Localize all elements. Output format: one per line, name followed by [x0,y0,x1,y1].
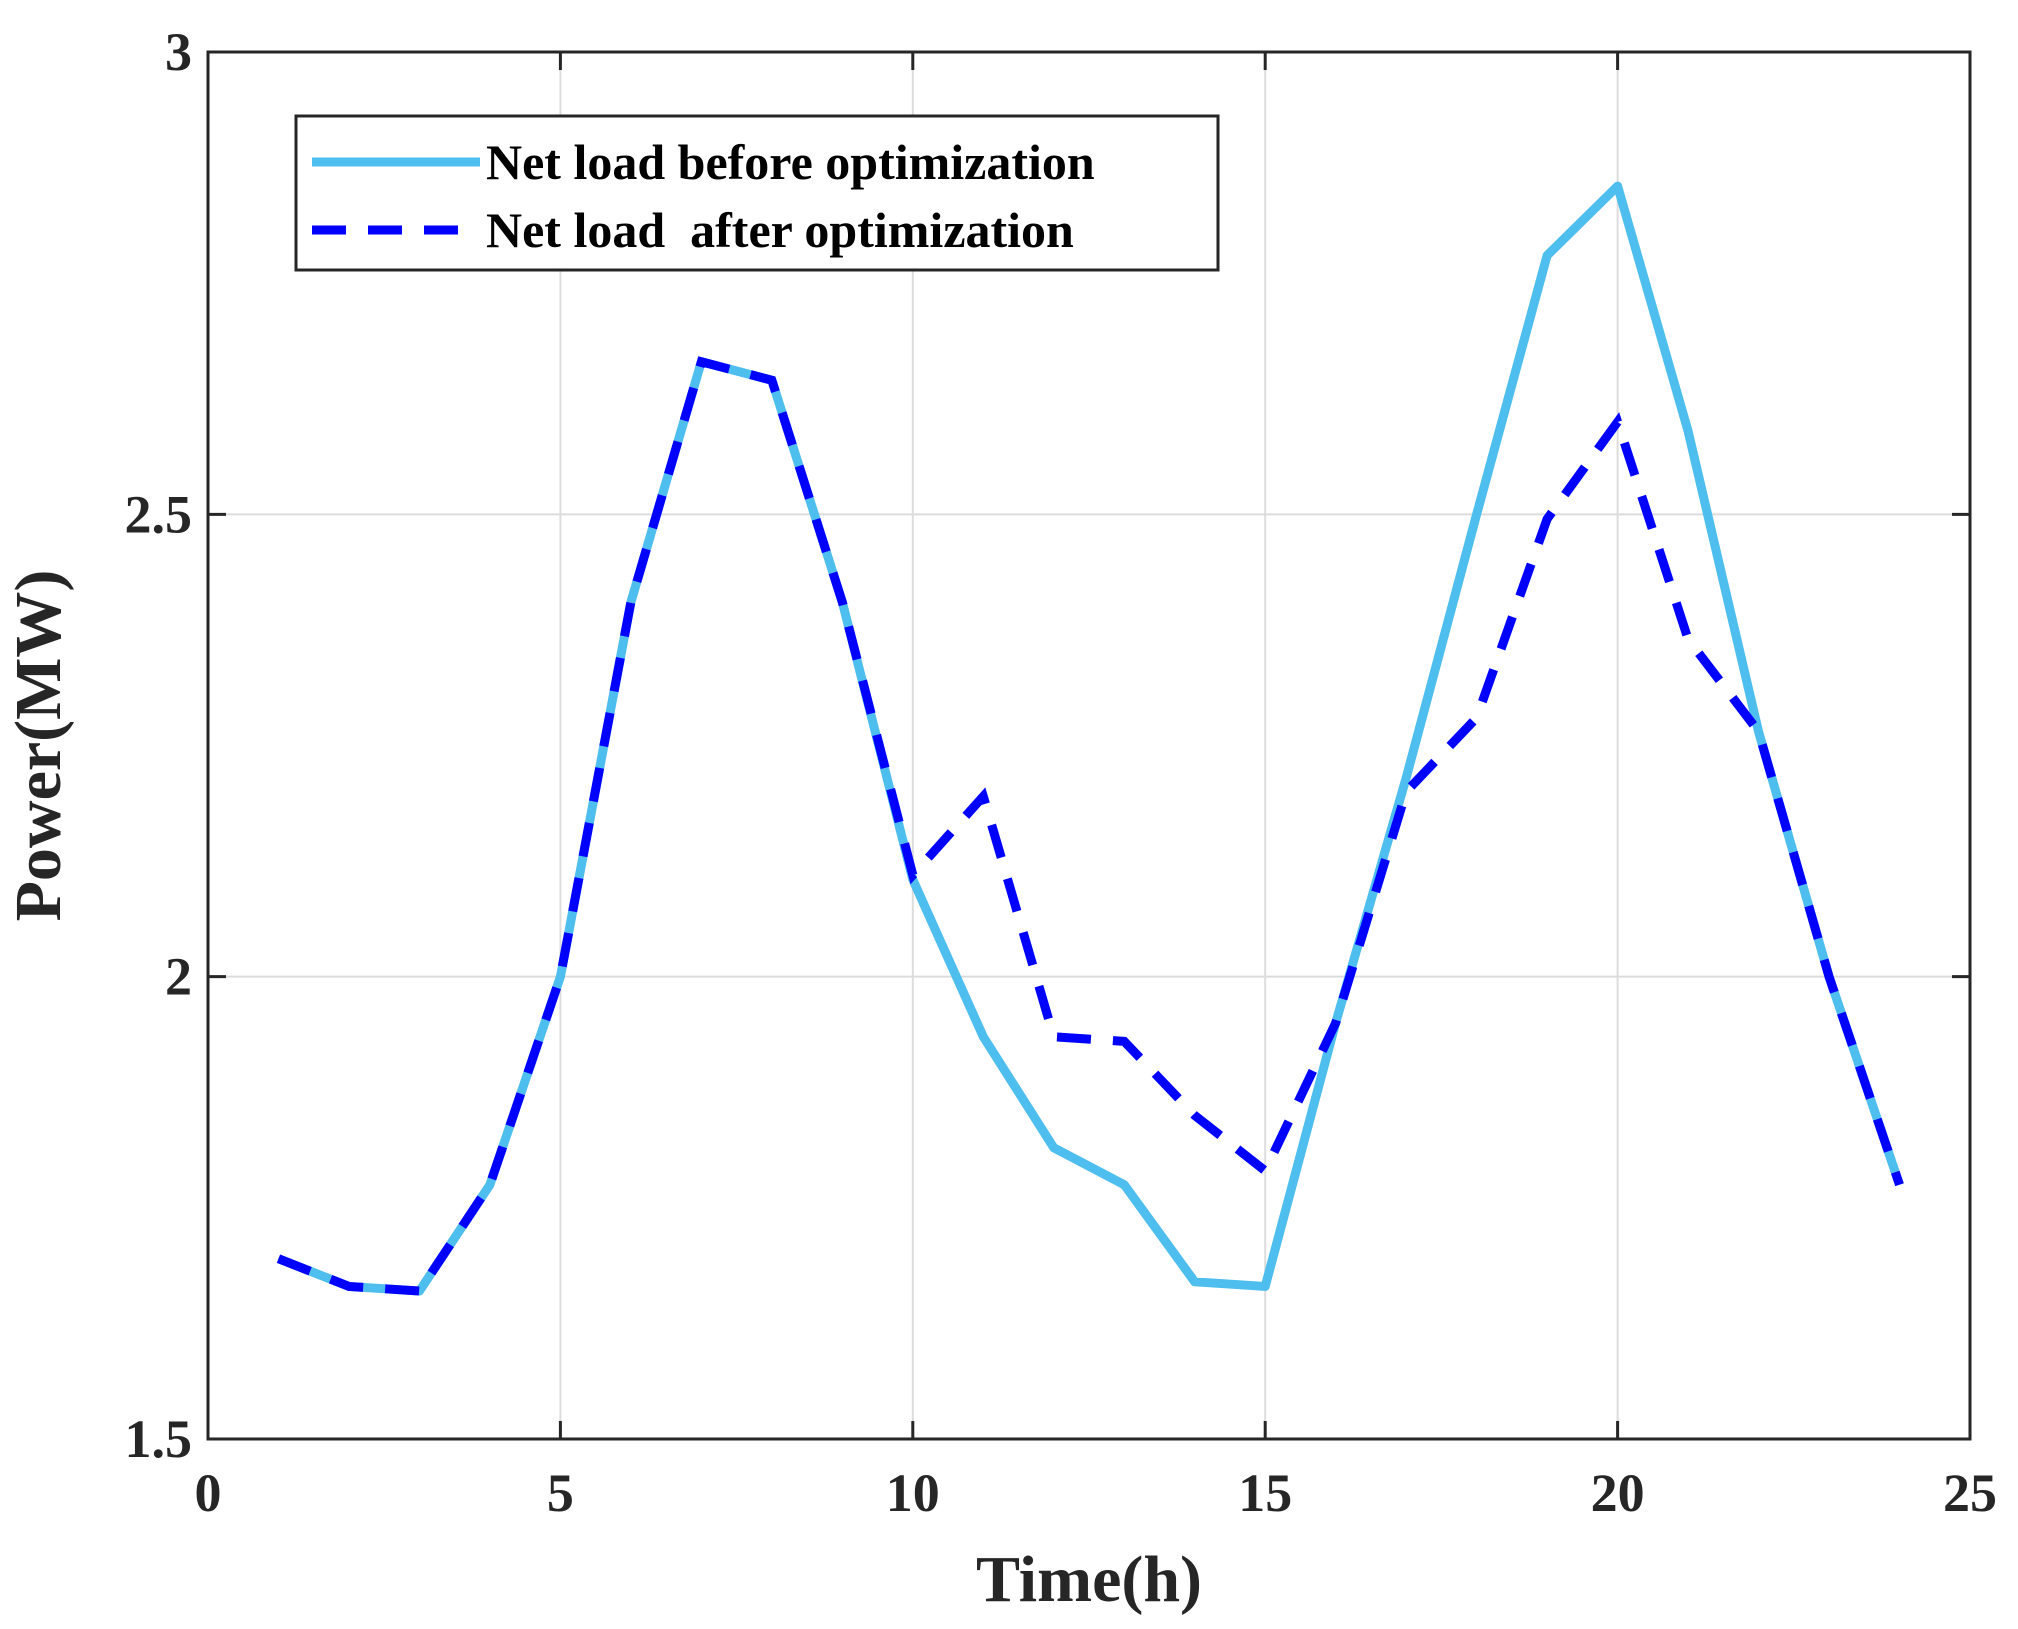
y-tick-label: 2.5 [125,484,193,544]
series-layer [276,181,1904,1296]
y-tick-label: 1.5 [125,1409,193,1469]
x-tick-label: 5 [547,1463,574,1523]
y-axis-label: Power(MW) [2,570,75,922]
x-tick-label: 10 [886,1463,940,1523]
legend-label-after: Net load after optimization [486,202,1074,258]
legend-box [294,114,1220,272]
y-tick-label: 3 [165,22,192,82]
plot-area-frame [206,50,1972,1441]
x-axis-label: Time(h) [976,1543,1202,1616]
x-tick-labels: 0 5 10 15 20 25 [195,1463,1998,1523]
grid [208,52,1970,1439]
y-tick-labels: 1.5 2 2.5 3 [125,22,193,1469]
x-tick-label: 20 [1591,1463,1645,1523]
legend: Net load before optimization Net load af… [294,114,1220,272]
y-tick-label: 2 [165,947,192,1007]
legend-label-before: Net load before optimization [486,134,1095,190]
x-tick-label: 25 [1943,1463,1997,1523]
series-line-after [276,356,1904,1296]
x-tick-label: 0 [195,1463,222,1523]
axis-ticks [206,50,1972,1441]
x-tick-label: 15 [1238,1463,1292,1523]
